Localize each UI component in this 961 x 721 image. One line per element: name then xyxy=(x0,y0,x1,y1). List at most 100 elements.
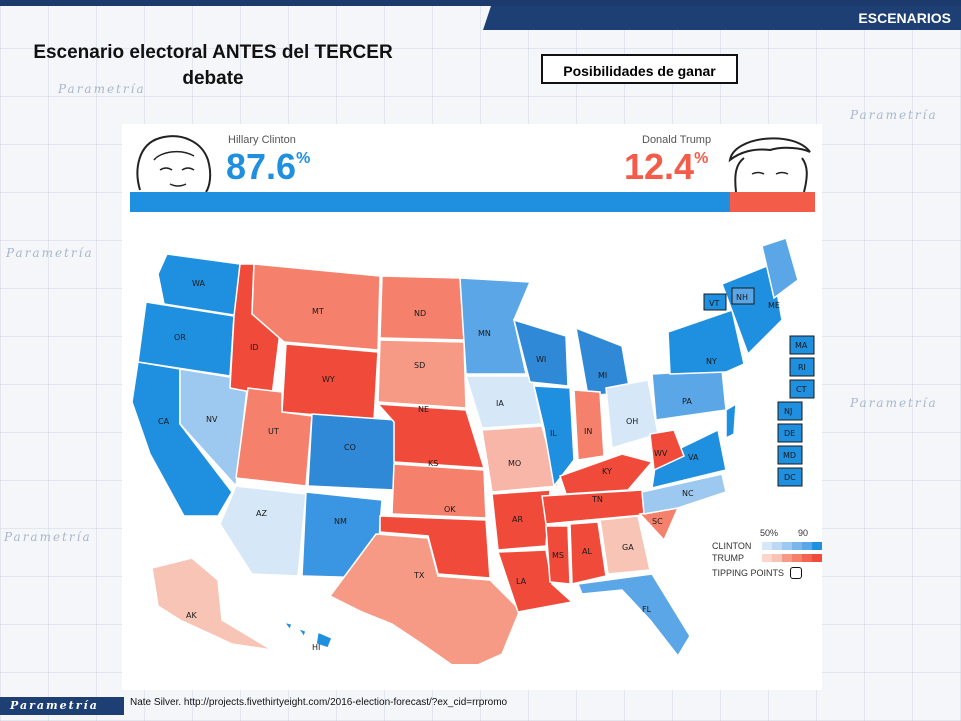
state-label: DC xyxy=(784,473,796,482)
clinton-pct: 87.6% xyxy=(226,146,311,187)
watermark: Parametría xyxy=(850,396,938,410)
trump-portrait-icon xyxy=(728,137,811,193)
state-nj xyxy=(725,402,737,440)
state-label: KY xyxy=(602,467,612,476)
ri-box xyxy=(789,357,815,377)
state-me xyxy=(761,237,799,300)
legend-tipping-label: TIPPING POINTS xyxy=(712,568,785,578)
state-label: LA xyxy=(516,577,527,586)
state-label: FL xyxy=(642,605,652,614)
state-az xyxy=(219,485,307,577)
state-hi xyxy=(282,620,333,649)
state-pa xyxy=(651,369,727,421)
watermark: Parametría xyxy=(6,246,94,260)
brand-logo: Parametría xyxy=(0,697,124,715)
state-label: SC xyxy=(652,517,663,526)
state-il xyxy=(533,385,575,488)
state-nc xyxy=(641,473,727,515)
state-label: CO xyxy=(344,443,356,452)
state-label: GA xyxy=(622,543,634,552)
state-sd xyxy=(377,339,467,409)
state-wa xyxy=(157,253,241,317)
state-label: AR xyxy=(512,515,523,524)
state-label: ID xyxy=(250,343,259,352)
state-label: ND xyxy=(414,309,426,318)
state-mn xyxy=(459,277,532,375)
us-electoral-map: WA OR CA NV ID MT WY UT AZ CO NM ND SD N… xyxy=(131,237,815,664)
clinton-name: Hillary Clinton xyxy=(228,134,296,146)
state-label: RI xyxy=(798,363,806,372)
state-wv xyxy=(649,429,685,472)
state-label: CT xyxy=(796,385,807,394)
state-mt xyxy=(251,263,381,351)
map-legend: 50% 90 CLINTON TRUMP TIPPING POINTS xyxy=(712,528,822,580)
state-wi xyxy=(512,318,569,387)
state-label: IN xyxy=(584,427,592,436)
state-label: NY xyxy=(706,357,717,366)
state-label: MN xyxy=(478,329,491,338)
watermark: Parametría xyxy=(58,82,146,96)
watermark: Parametría xyxy=(850,108,938,122)
state-label: NJ xyxy=(784,407,792,416)
tipping-point-icon xyxy=(790,567,803,579)
state-label: OH xyxy=(626,417,638,426)
trump-pct: 12.4% xyxy=(624,146,709,187)
state-label: VT xyxy=(709,299,719,308)
state-labels: WA OR CA NV ID MT WY UT AZ CO NM ND SD N… xyxy=(158,279,780,652)
state-label: WV xyxy=(654,449,668,458)
state-label: UT xyxy=(268,427,279,436)
state-label: OK xyxy=(444,505,456,514)
state-label: NE xyxy=(418,405,429,414)
section-tab: ESCENARIOS xyxy=(483,6,961,30)
state-label: WA xyxy=(192,279,205,288)
state-co xyxy=(307,413,397,491)
state-ak xyxy=(151,557,273,651)
clinton-probability-bar xyxy=(130,192,730,212)
state-label: PA xyxy=(682,397,692,406)
state-label: IA xyxy=(496,399,504,408)
state-ny xyxy=(667,309,745,375)
legend-trump-scale xyxy=(762,554,822,562)
dc-box xyxy=(777,467,803,487)
state-label: ME xyxy=(768,301,780,310)
md-box xyxy=(777,445,803,465)
state-ne-cluster xyxy=(721,262,783,356)
state-label: MO xyxy=(508,459,521,468)
state-label: HI xyxy=(312,643,320,652)
nj-box xyxy=(777,401,803,421)
state-label: MD xyxy=(783,451,796,460)
state-label: NM xyxy=(334,517,347,526)
state-va xyxy=(651,428,727,489)
state-in xyxy=(573,389,605,461)
state-nd xyxy=(379,275,465,341)
state-label: MA xyxy=(795,341,808,350)
state-ky xyxy=(559,453,654,495)
state-label: TN xyxy=(591,495,603,504)
state-label: AZ xyxy=(256,509,267,518)
trump-name: Donald Trump xyxy=(642,134,712,146)
state-label: WI xyxy=(536,355,546,364)
state-label: MI xyxy=(598,371,607,380)
legend-clinton-scale xyxy=(762,542,822,550)
ma-box xyxy=(789,335,815,355)
state-label: AK xyxy=(186,611,197,620)
state-tx xyxy=(328,533,521,664)
state-ga xyxy=(599,515,651,575)
chance-label-box: Posibilidades de ganar xyxy=(541,54,738,84)
state-label: TX xyxy=(413,571,425,580)
state-label: AL xyxy=(582,547,592,556)
slide-title: Escenario electoral ANTES del TERCER deb… xyxy=(33,42,393,89)
state-label: DE xyxy=(784,429,795,438)
legend-tick-high: 90 xyxy=(798,528,809,538)
state-ia xyxy=(464,375,543,429)
state-mo xyxy=(481,425,559,493)
de-box xyxy=(777,423,803,443)
state-label: KS xyxy=(428,459,438,468)
source-citation: Nate Silver. http://projects.fivethirtye… xyxy=(130,697,508,708)
state-ms xyxy=(545,525,571,585)
state-fl xyxy=(576,573,691,658)
state-label: IL xyxy=(550,429,557,438)
state-label: MT xyxy=(312,307,324,316)
state-label: WY xyxy=(322,375,335,384)
state-label: MS xyxy=(552,551,564,560)
